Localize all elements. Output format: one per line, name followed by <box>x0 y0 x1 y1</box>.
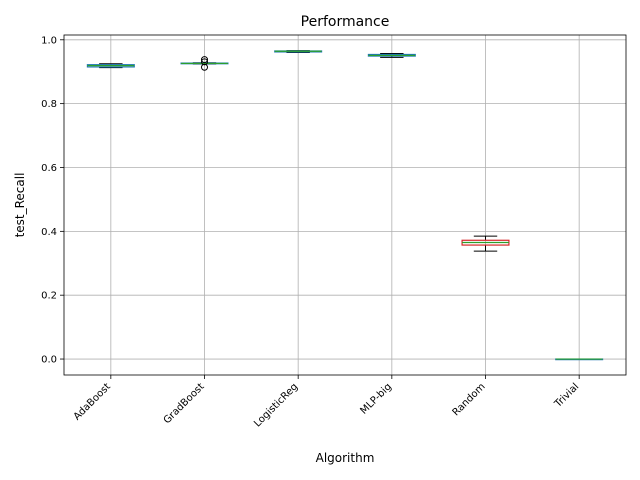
y-tick-label: 1.0 <box>41 35 57 46</box>
grid-lines <box>64 35 626 375</box>
outlier-point <box>201 56 208 64</box>
plot-frame <box>63 34 627 376</box>
y-tick-label: 0.0 <box>41 355 57 366</box>
box-adaboost <box>86 63 135 69</box>
box-gradboost <box>180 56 229 71</box>
outlier-point <box>201 58 208 66</box>
outlier-point <box>201 63 208 71</box>
y-tick-label: 0.4 <box>41 227 57 238</box>
y-axis-label: test_Recall <box>13 173 27 238</box>
chart-title: Performance <box>301 14 390 30</box>
box-trivial <box>555 358 604 361</box>
y-tick-label: 0.8 <box>41 99 57 110</box>
box-random <box>461 235 510 252</box>
box-plots <box>86 50 604 361</box>
y-tick-label: 0.6 <box>41 163 57 174</box>
box-logisticreg <box>274 50 323 54</box>
box-mlp-big <box>367 53 416 58</box>
y-tick-label: 0.2 <box>41 291 57 302</box>
x-axis-label: Algorithm <box>316 451 375 465</box>
